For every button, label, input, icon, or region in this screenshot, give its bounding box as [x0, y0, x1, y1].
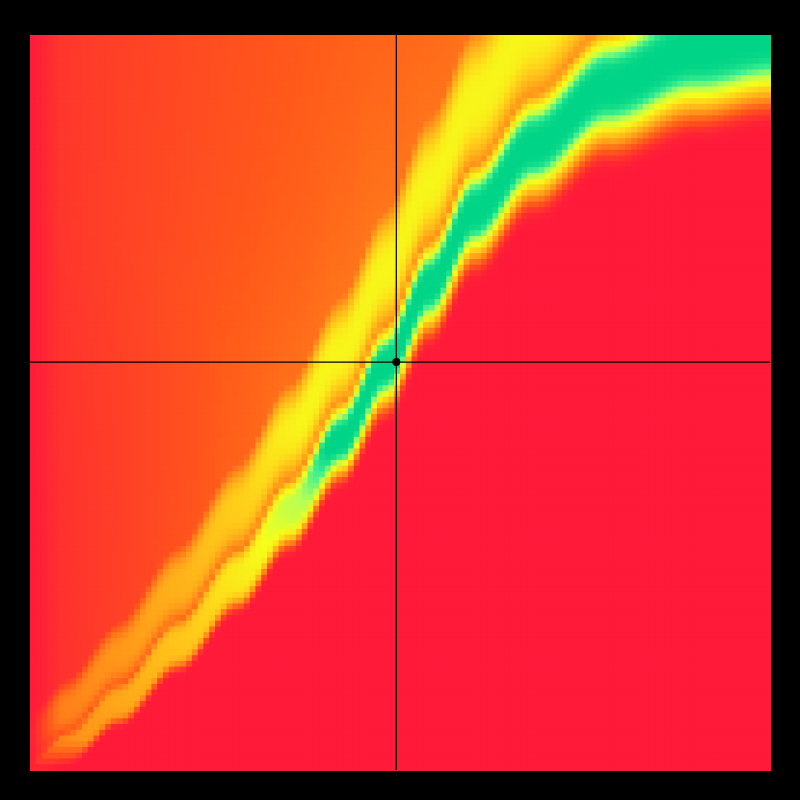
bottleneck-heatmap [0, 0, 800, 800]
chart-container: TheBottleneck.com [0, 0, 800, 800]
